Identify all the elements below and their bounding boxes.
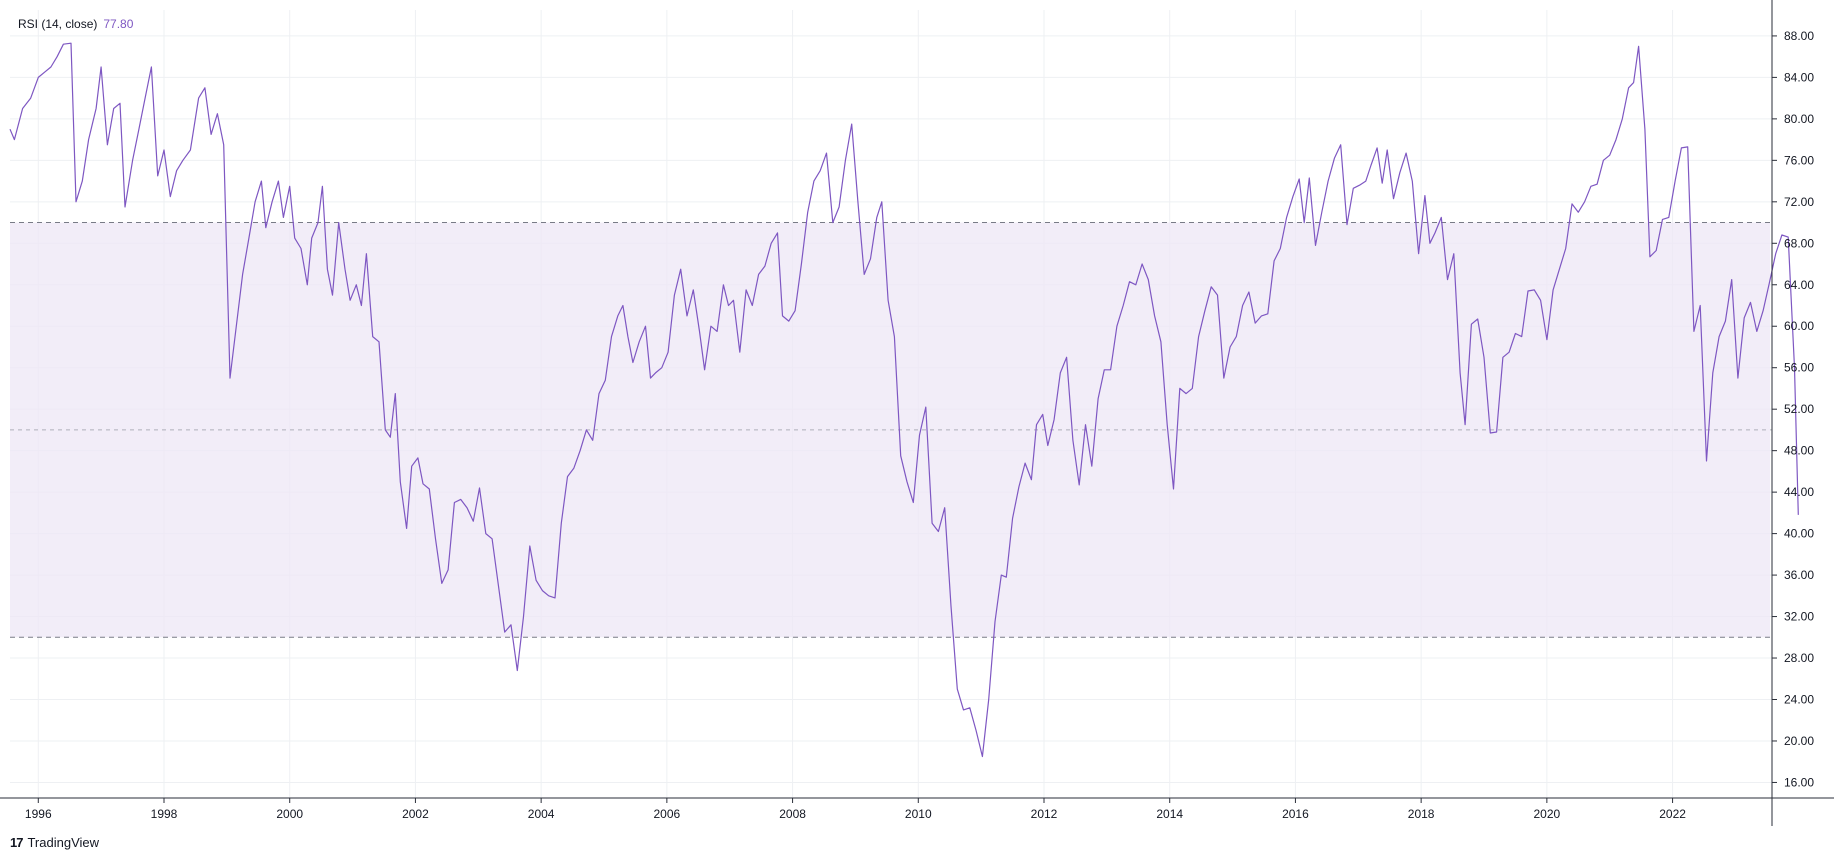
y-tick-label: 88.00 <box>1784 29 1814 43</box>
y-tick-label: 60.00 <box>1784 319 1814 333</box>
x-tick-label: 2010 <box>905 807 932 821</box>
brand-text: TradingView <box>27 835 100 850</box>
x-tick-label: 2020 <box>1534 807 1561 821</box>
y-tick-label: 56.00 <box>1784 361 1814 375</box>
x-tick-label: 2014 <box>1156 807 1183 821</box>
x-tick-label: 2008 <box>779 807 806 821</box>
x-tick-label: 1998 <box>151 807 178 821</box>
x-tick-label: 2016 <box>1282 807 1309 821</box>
y-tick-label: 20.00 <box>1784 734 1814 748</box>
indicator-legend[interactable]: RSI (14, close) 77.80 <box>18 17 133 31</box>
x-tick-label: 2002 <box>402 807 429 821</box>
y-tick-label: 76.00 <box>1784 153 1814 167</box>
rsi-series-line[interactable] <box>9 42 1799 758</box>
y-tick-label: 64.00 <box>1784 278 1814 292</box>
tradingview-brand[interactable]: 17 TradingView <box>10 835 99 850</box>
x-tick-label: 1996 <box>25 807 52 821</box>
x-tick-label: 2022 <box>1659 807 1686 821</box>
y-tick-label: 16.00 <box>1784 775 1814 789</box>
y-tick-label: 48.00 <box>1784 444 1814 458</box>
y-tick-label: 52.00 <box>1784 402 1814 416</box>
y-tick-label: 44.00 <box>1784 485 1814 499</box>
y-tick-label: 36.00 <box>1784 568 1814 582</box>
x-tick-label: 2012 <box>1031 807 1058 821</box>
y-tick-label: 80.00 <box>1784 112 1814 126</box>
y-tick-label: 84.00 <box>1784 70 1814 84</box>
y-tick-label: 40.00 <box>1784 527 1814 541</box>
y-tick-label: 68.00 <box>1784 236 1814 250</box>
time-axis[interactable]: 1996 1998 2000 2002 2004 2006 2008 2010 2012 2014… <box>25 798 1686 821</box>
y-tick-label: 24.00 <box>1784 693 1814 707</box>
x-tick-label: 2000 <box>276 807 303 821</box>
y-tick-label: 32.00 <box>1784 610 1814 624</box>
y-tick-label: 72.00 <box>1784 195 1814 209</box>
indicator-label: RSI (14, close) <box>18 17 98 31</box>
tradingview-logo: 17 <box>10 835 24 850</box>
x-tick-label: 2006 <box>654 807 681 821</box>
y-tick-label: 28.00 <box>1784 651 1814 665</box>
price-axis[interactable]: 16.00 20.00 24.00 28.00 32.00 36.00 40.00 44.00… <box>1772 29 1814 790</box>
x-tick-label: 2018 <box>1408 807 1435 821</box>
indicator-value: 77.80 <box>103 17 134 31</box>
x-tick-label: 2004 <box>528 807 555 821</box>
